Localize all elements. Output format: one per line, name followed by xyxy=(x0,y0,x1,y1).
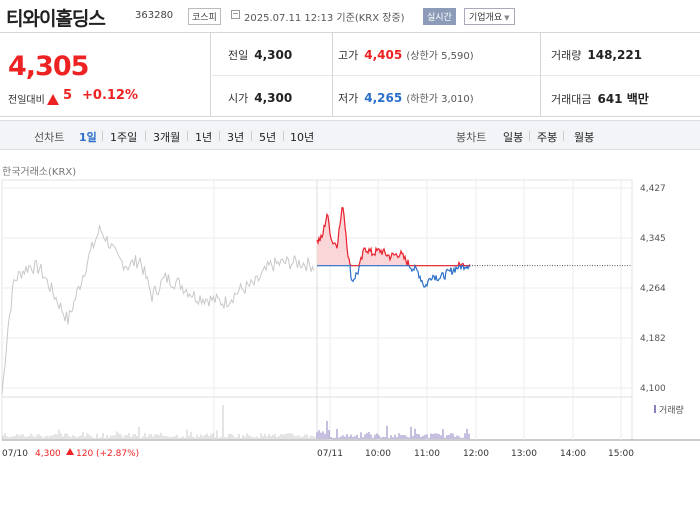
divider xyxy=(210,75,700,76)
down-line xyxy=(317,263,471,288)
divider xyxy=(251,131,252,141)
period-1w[interactable]: 1주일 xyxy=(110,131,138,144)
current-price: 4,305 xyxy=(8,51,89,82)
period-10y[interactable]: 10년 xyxy=(290,131,315,144)
timestamp: 2025.07.11 12:13 기준(KRX 장중) xyxy=(244,13,405,24)
price-summary: 4,305 전일대비 5 +0.12% xyxy=(0,33,700,117)
volume: 거래량 148,221 xyxy=(551,48,643,62)
candle-weekly[interactable]: 주봉 xyxy=(537,131,558,144)
candle-daily[interactable]: 일봉 xyxy=(503,131,524,144)
divider xyxy=(529,131,530,141)
y-tick-label: 4,345 xyxy=(640,234,666,244)
company-overview-button[interactable]: 기업개요 ▼ xyxy=(464,8,515,25)
y-tick-label: 4,427 xyxy=(640,184,666,194)
prev-day-close: 4,300 xyxy=(35,449,61,459)
trade-amount: 거래대금 641 백만 xyxy=(551,92,649,106)
volume-legend-swatch xyxy=(654,405,656,413)
prev-day-date: 07/10 xyxy=(2,449,28,459)
period-3y[interactable]: 3년 xyxy=(227,131,245,144)
period-bar: 선차트 1일 1주일 3개월 1년 3년 5년 10년 봉차트 일봉 주봉 월봉 xyxy=(0,120,700,150)
dropdown-icon: ▼ xyxy=(504,14,510,22)
divider xyxy=(332,33,333,117)
open-price: 시가 4,300 xyxy=(228,91,293,105)
x-tick-label: 10:00 xyxy=(365,449,391,459)
x-tick-label: 13:00 xyxy=(511,449,537,459)
up-area xyxy=(317,207,470,266)
header: 티와이홀딩스 363280 코스피 2025.07.11 12:13 기준(KR… xyxy=(0,0,700,33)
candle-monthly[interactable]: 월봉 xyxy=(574,131,595,144)
prev-day-percent: (+2.87%) xyxy=(96,449,139,459)
divider xyxy=(187,131,188,141)
up-line xyxy=(316,207,471,267)
period-5y[interactable]: 5년 xyxy=(259,131,277,144)
period-3m[interactable]: 3개월 xyxy=(153,131,181,144)
prev-close: 전일 4,300 xyxy=(228,48,293,62)
period-1y[interactable]: 1년 xyxy=(195,131,213,144)
x-tick-label: 07/11 xyxy=(317,449,343,459)
volume-legend-label: 거래량 xyxy=(659,404,684,416)
up-arrow-icon xyxy=(47,89,59,108)
y-tick-label: 4,264 xyxy=(640,284,666,294)
divider xyxy=(219,131,220,141)
prev-day-change: 120 xyxy=(76,449,93,459)
calendar-icon xyxy=(231,10,240,19)
stock-title: 티와이홀딩스 xyxy=(6,8,106,30)
realtime-badge[interactable]: 실시간 xyxy=(423,8,456,25)
change-percent: +0.12% xyxy=(82,88,138,103)
line-chart-label: 선차트 xyxy=(34,131,65,144)
low-price: 저가 4,265 (하한가 3,010) xyxy=(338,91,474,105)
divider xyxy=(540,33,541,117)
chart-source: 한국거래소(KRX) xyxy=(2,167,77,178)
high-price: 고가 4,405 (상한가 5,590) xyxy=(338,48,474,62)
x-tick-label: 11:00 xyxy=(414,449,440,459)
prev-day-up-icon xyxy=(66,448,74,455)
change-value: 5 xyxy=(63,88,73,103)
period-1d[interactable]: 1일 xyxy=(79,131,97,144)
change-label: 전일대비 xyxy=(8,95,45,106)
x-tick-label: 14:00 xyxy=(560,449,586,459)
stock-code: 363280 xyxy=(135,10,174,21)
divider xyxy=(283,131,284,141)
candle-chart-label: 봉차트 xyxy=(456,131,487,144)
y-tick-label: 4,100 xyxy=(640,384,666,394)
x-tick-label: 12:00 xyxy=(463,449,489,459)
market-badge: 코스피 xyxy=(188,8,221,25)
divider xyxy=(563,131,564,141)
divider xyxy=(145,131,146,141)
prev-day-line xyxy=(1,225,315,395)
divider xyxy=(102,131,103,141)
x-tick-label: 15:00 xyxy=(608,449,634,459)
y-tick-label: 4,182 xyxy=(640,334,666,344)
